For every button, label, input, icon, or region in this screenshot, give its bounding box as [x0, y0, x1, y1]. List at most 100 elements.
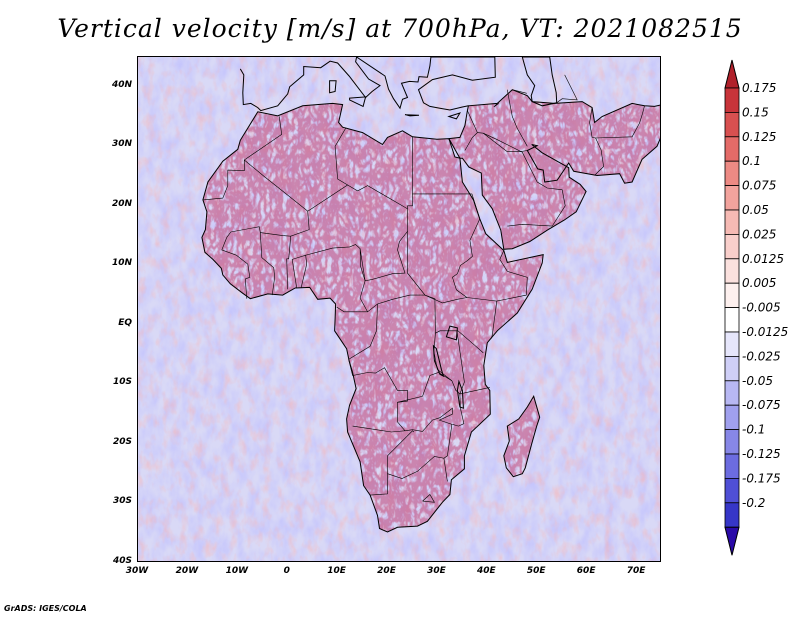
lat-tick-label: 30S: [112, 496, 132, 507]
colorbar-swatch: [724, 502, 740, 528]
lon-tick-label: 10W: [225, 566, 249, 576]
colorbar-level-label: 0.15: [742, 105, 769, 119]
country-border: [202, 160, 245, 201]
country-border: [595, 105, 645, 139]
colorbar-level-label: 0.005: [742, 276, 776, 290]
lat-tick-label: 10S: [112, 377, 132, 388]
colorbar-level-label: -0.05: [742, 374, 773, 388]
country-border: [334, 146, 348, 186]
colorbar-swatch: [724, 331, 740, 357]
colorbar-level-label: -0.0125: [742, 325, 788, 339]
sardinia-coastline: [329, 80, 337, 94]
colorbar-swatch: [724, 453, 740, 479]
country-border: [589, 107, 604, 176]
colorbar-swatch: [724, 307, 740, 333]
colorbar-swatch: [724, 87, 740, 113]
colorbar-level-label: 0.1: [742, 154, 761, 168]
colorbar-level-label: 0.175: [742, 81, 776, 95]
colorbar-level-label: 0.025: [742, 227, 776, 241]
country-border: [300, 184, 408, 288]
colorbar-swatch: [724, 233, 740, 260]
colorbar-level-label: -0.025: [742, 349, 781, 363]
colorbar-level-label: 0.05: [742, 203, 769, 217]
country-border: [407, 193, 413, 209]
lat-tick-label: 30N: [111, 139, 132, 150]
country-border: [556, 74, 578, 104]
lat-tick-label: 10N: [111, 258, 132, 269]
colorbar-level-label: 0.125: [742, 130, 776, 144]
country-border: [336, 248, 369, 313]
country-border: [397, 372, 453, 403]
country-border: [422, 494, 435, 503]
lon-tick-label: 30W: [125, 566, 149, 576]
colorbar-level-label: -0.125: [742, 447, 781, 461]
colorbar-level-label: 0.075: [742, 179, 776, 193]
country-border: [387, 456, 448, 482]
colorbar-level-label: -0.175: [742, 471, 781, 485]
lat-tick-label: 20S: [112, 436, 132, 447]
colorbar-min-arrow: [724, 526, 740, 556]
country-border: [348, 303, 378, 360]
lat-tick-label: 20N: [111, 198, 132, 209]
lon-tick-label: 60E: [576, 566, 596, 576]
lon-tick-label: 20E: [377, 566, 396, 576]
plot-title: Vertical velocity [m/s] at 700hPa, VT: 2…: [57, 14, 743, 43]
africa-coastline: [201, 102, 544, 533]
colorbar-swatch: [724, 355, 740, 382]
lake-outline: [432, 344, 445, 378]
country-border: [226, 159, 310, 238]
colorbar-swatch: [724, 477, 740, 504]
lat-tick-label: EQ: [118, 317, 132, 328]
madagascar-coastline: [503, 395, 541, 478]
country-border: [483, 132, 566, 227]
country-border: [370, 455, 388, 496]
colorbar-swatch: [724, 258, 740, 284]
country-border: [452, 193, 481, 298]
credit-text: GrADS: IGES/COLA: [4, 604, 87, 613]
europe-coastline: [239, 57, 496, 112]
country-borders: [202, 74, 645, 503]
lake-outline: [445, 325, 458, 341]
lat-tick-label: 40S: [112, 556, 132, 566]
colorbar-swatch: [724, 160, 740, 186]
colorbar-level-label: -0.075: [742, 398, 781, 412]
colorbar-swatch: [724, 209, 740, 235]
country-border: [464, 132, 478, 151]
cyprus-coastline: [447, 112, 462, 120]
lon-tick-label: 50E: [526, 566, 546, 576]
country-border: [507, 223, 553, 227]
country-border: [387, 430, 415, 457]
arabia-coastline: [448, 89, 660, 250]
country-border: [334, 128, 346, 147]
country-border: [507, 89, 528, 147]
country-border: [496, 250, 528, 302]
colorbar-max-arrow: [724, 59, 740, 89]
lon-tick-label: 40E: [476, 566, 496, 576]
colorbar-level-label: 0.0125: [742, 252, 784, 266]
lon-tick-label: 30E: [427, 566, 446, 576]
colorbar-level-label: -0.005: [742, 301, 781, 315]
colorbar-swatch: [724, 404, 740, 431]
colorbar-level-label: -0.1: [742, 423, 765, 437]
colorbar-swatch: [724, 112, 740, 138]
country-border: [260, 232, 276, 296]
lon-tick-label: 10E: [327, 566, 346, 576]
caspian-coastline: [521, 57, 558, 107]
country-border: [244, 116, 283, 161]
sicily-coastline: [349, 96, 367, 108]
crete-coastline: [404, 114, 420, 117]
colorbar-swatch: [724, 380, 740, 406]
country-border: [404, 407, 453, 459]
country-border: [407, 231, 498, 339]
country-border: [367, 294, 425, 313]
country-border: [452, 330, 465, 427]
colorbar-swatch: [724, 185, 740, 211]
map-panel: [137, 56, 661, 562]
colorbar-swatch: [724, 429, 740, 455]
country-border: [286, 236, 291, 290]
colorbar-level-label: -0.2: [742, 496, 765, 510]
lon-tick-label: 20W: [175, 566, 199, 576]
country-border: [424, 294, 436, 334]
colorbar-swatch: [724, 136, 740, 162]
colorbar: 0.175 0.15 0.125 0.1 0.075 0.05 0.025 0.0125 0.0…: [724, 59, 788, 556]
